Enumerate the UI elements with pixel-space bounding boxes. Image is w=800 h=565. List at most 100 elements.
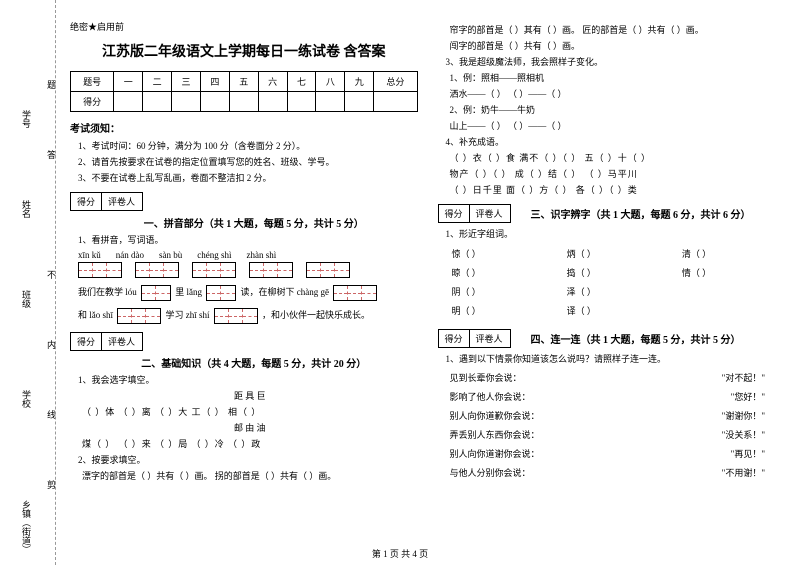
exam-title: 江苏版二年级语文上学期每日一练试卷 含答案 [70,41,418,61]
dashed-line [55,0,56,565]
side-nei: 内 [45,340,58,349]
fill-line: 1、例：照相——照相机 [438,71,786,84]
fill-line: 物产（ ）（ ） 成（ ）结（ ） （ ）马平川 [438,167,786,180]
side-cut: 剪 [45,480,58,489]
side-ti: 题 [45,80,58,89]
char-grid [141,285,171,301]
fill-line: 2、例：奶牛——牛奶 [438,103,786,116]
char-grid [306,262,350,278]
grade-score: 得分 [71,193,102,210]
side-township: 乡镇（街道） [20,500,33,554]
side-line: 线 [45,410,58,419]
columns: 绝密★启用前 江苏版二年级语文上学期每日一练试卷 含答案 题号 一 二 三 四 … [70,20,785,555]
pinyin: xīn kǔ [78,250,101,260]
page: 乡镇（街道） 学校 班级 姓名 学号 剪 线 内 不 答 题 绝密★启用前 江苏… [0,0,800,565]
side-class: 班级 [20,290,33,308]
fill-line: （ ）体 （ ）离 （ ）大 工（ ） 相（ ） [70,405,418,418]
right-column: 帘字的部首是（ ）其有（ ）画。 匠的部首是（ ）共有（ ）画。 闯字的部首是（… [438,20,786,555]
th-4: 四 [200,72,229,92]
fill-line: 漂字的部首是（ ）共有（ ）画。 拐的部首是（ ）共有（ ）画。 [70,469,418,482]
match-row: 弄丢别人东西你会说："没关系！" [438,425,786,444]
side-name: 姓名 [20,200,33,218]
char-grid [192,262,236,278]
match-row: 别人向你道歉你会说："谢谢你！" [438,406,786,425]
q2-1: 1、我会选字填空。 [70,373,418,386]
char-grid [78,262,122,278]
table-row: 得分 [71,92,418,112]
q3-1: 1、形近字组词。 [438,227,786,240]
th-6: 六 [258,72,287,92]
grade-box: 得分 评卷人 [438,204,511,223]
notice-item: 3、不要在试卷上乱写乱画，卷面不整洁扣 2 分。 [70,171,418,184]
section-head-4: 得分 评卷人 四、连一连（共 1 大题，每题 5 分，共计 5 分） [438,329,786,348]
table-row: 题号 一 二 三 四 五 六 七 八 九 总分 [71,72,418,92]
side-id: 学号 [20,110,33,128]
char-grid [249,262,293,278]
match-row: 影响了他人你会说："您好！" [438,387,786,406]
q2-2: 2、按要求填空。 [70,453,418,466]
th-total: 总分 [374,72,417,92]
char-grid [206,285,236,301]
section-1-title: 一、拼音部分（共 1 大题，每题 5 分，共计 5 分） [90,215,418,230]
th-2: 二 [143,72,172,92]
notice-item: 2、请首先按要求在试卷的指定位置填写您的姓名、班级、学号。 [70,155,418,168]
grade-marker: 评卷人 [102,193,142,210]
th-5: 五 [229,72,258,92]
th-3: 三 [172,72,201,92]
section-head-3: 得分 评卷人 三、识字辨字（共 1 大题，每题 6 分，共计 6 分） [438,204,786,223]
th-7: 七 [287,72,316,92]
th-1: 一 [114,72,143,92]
notice-title: 考试须知： [70,120,418,135]
th-num: 题号 [71,72,114,92]
grade-box: 得分 评卷人 [70,192,143,211]
char-grid [117,308,161,324]
side-school: 学校 [20,390,33,408]
q1-1: 1、看拼音，写词语。 [70,233,418,246]
grade-marker: 评卷人 [470,330,510,347]
fill-line: 距 具 巨 [70,389,418,402]
fill-line: 帘字的部首是（ ）其有（ ）画。 匠的部首是（ ）共有（ ）画。 [438,23,786,36]
section-4-title: 四、连一连（共 1 大题，每题 5 分，共计 5 分） [531,331,741,346]
char-grid-row [78,262,418,278]
fill-line: （ ）衣（ ）食 满不（ ）（ ） 五（ ）十（ ） [438,151,786,164]
pinyin: nán dào [116,250,144,260]
fill-line: 洒水——（ ） （ ）——（ ） [438,87,786,100]
left-column: 绝密★启用前 江苏版二年级语文上学期每日一练试卷 含答案 题号 一 二 三 四 … [70,20,418,555]
section-2-title: 二、基础知识（共 4 大题，每题 5 分，共计 20 分） [90,355,418,370]
grade-score: 得分 [439,330,470,347]
char-grid [333,285,377,301]
grade-box: 得分 评卷人 [438,329,511,348]
q2-3: 3、我是超级魔法师，我会照样子变化。 [438,55,786,68]
match-row: 与他人分别你会说："不用谢！" [438,463,786,482]
char-grid [135,262,179,278]
char-grid [214,308,258,324]
notice-item: 1、考试时间：60 分钟，满分为 100 分（含卷面分 2 分）。 [70,139,418,152]
pinyin-row: xīn kǔ nán dào sàn bù chéng shì zhàn shì [78,250,418,260]
q4-1: 1、遇到以下情景你知道该怎么说吗？请照样子连一连。 [438,352,786,365]
score-table: 题号 一 二 三 四 五 六 七 八 九 总分 得分 [70,71,418,112]
pinyin: sàn bù [159,250,182,260]
match-row: 见到长辈你会说："对不起！" [438,368,786,387]
grade-marker: 评卷人 [470,205,510,222]
grade-score: 得分 [71,333,102,350]
grade-marker: 评卷人 [102,333,142,350]
fill-line: 闯字的部首是（ ）共有（ ）画。 [438,39,786,52]
section-head-2: 得分 评卷人 [70,332,418,351]
fill-line: 山上——（ ） （ ）——（ ） [438,119,786,132]
page-footer: 第 1 页 共 4 页 [0,547,800,560]
pair-table: 惊（ ）炳（ ）清（ ） 晾（ ）捣（ ）情（ ） 阴（ ）泽（ ） 明（ ）译… [446,243,794,321]
sentence-1: 我们在教学 lóu 里 lǎng 读，在柳树下 chàng gē [78,284,418,301]
secret-label: 绝密★启用前 [70,20,418,33]
side-bu: 不 [45,270,58,279]
q2-4: 4、补充成语。 [438,135,786,148]
th-8: 八 [316,72,345,92]
pinyin: zhàn shì [247,250,277,260]
side-da: 答 [45,150,58,159]
side-labels: 乡镇（街道） 学校 班级 姓名 学号 剪 线 内 不 答 题 [5,0,65,565]
fill-line: （ ）日千里 面（ ）方（ ） 各（ ）（ ）类 [438,183,786,196]
score-label: 得分 [71,92,114,112]
section-3-title: 三、识字辨字（共 1 大题，每题 6 分，共计 6 分） [531,206,751,221]
th-9: 九 [345,72,374,92]
fill-line: 煤（ ） （ ）来 （ ）局 （ ）冷 （ ）政 [70,437,418,450]
grade-box: 得分 评卷人 [70,332,143,351]
